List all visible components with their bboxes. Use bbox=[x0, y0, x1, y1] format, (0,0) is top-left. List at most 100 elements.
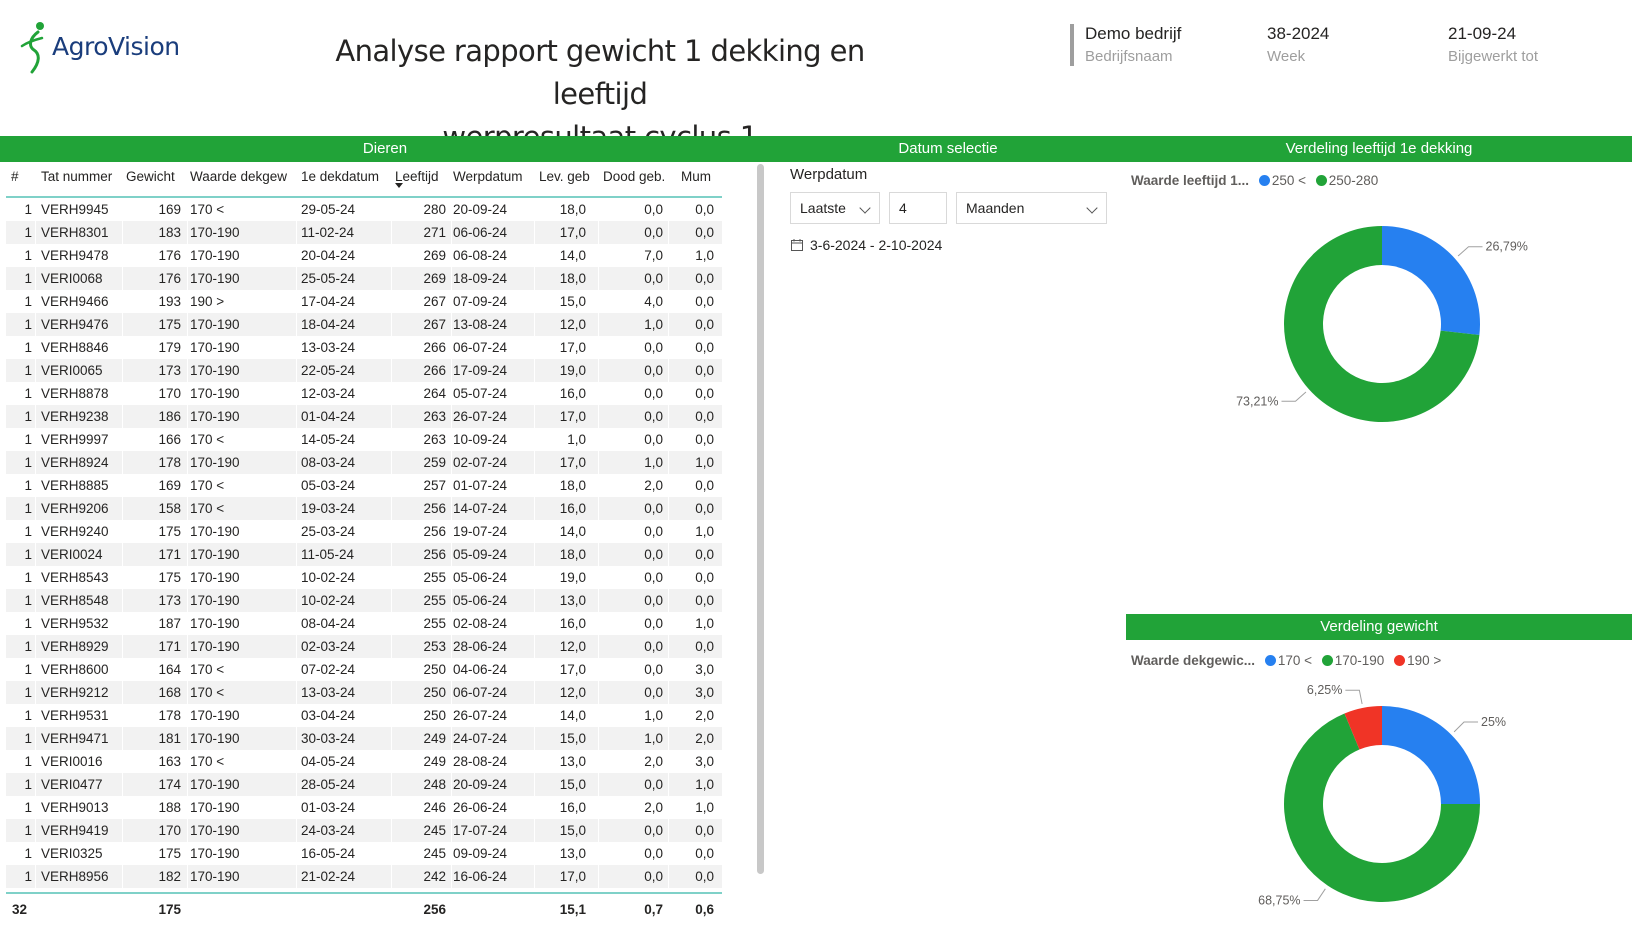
table-scrollbar[interactable] bbox=[757, 164, 764, 874]
column-separator bbox=[534, 704, 535, 727]
table-row[interactable]: 1 VERH9238 186 170-190 01-04-24 263 26-07-24 17… bbox=[6, 405, 722, 428]
table-row[interactable]: 1 VERI0477 174 170-190 28-05-24 248 20-09-24 15… bbox=[6, 773, 722, 796]
table-row[interactable]: 1 VERI0065 173 170-190 22-05-24 266 17-09-24 19… bbox=[6, 359, 722, 382]
period-amount-input[interactable]: 4 bbox=[889, 192, 947, 224]
col-header-nr[interactable]: # bbox=[11, 169, 19, 184]
cell-tatnummer: VERH9013 bbox=[41, 800, 109, 815]
cell-leeftijd: 250 bbox=[423, 708, 446, 723]
table-row[interactable]: 1 VERH9212 168 170 < 13-03-24 250 06-07-24 12,0… bbox=[6, 681, 722, 704]
table-row[interactable]: 1 VERH8956 182 170-190 21-02-24 242 16-06-24 17… bbox=[6, 865, 722, 888]
col-header-tatnummer[interactable]: Tat nummer bbox=[41, 169, 113, 184]
cell-gewicht: 179 bbox=[158, 340, 181, 355]
cell-waarde-dekgew: 170-190 bbox=[190, 869, 240, 884]
col-header-dekdatum[interactable]: 1e dekdatum bbox=[301, 169, 380, 184]
col-header-leeftijd[interactable]: Leeftijd bbox=[395, 169, 439, 184]
donut-slice[interactable] bbox=[1284, 226, 1480, 422]
table-row[interactable]: 1 VERH8543 175 170-190 10-02-24 255 05-06-24 19… bbox=[6, 566, 722, 589]
table-row[interactable]: 1 VERH9206 158 170 < 19-03-24 256 14-07-24 16,0… bbox=[6, 497, 722, 520]
cell-leeftijd: 242 bbox=[423, 869, 446, 884]
cell-lev-geb: 16,0 bbox=[559, 616, 586, 631]
column-separator bbox=[122, 198, 123, 221]
donut-slice[interactable] bbox=[1382, 226, 1480, 335]
cell-tatnummer: VERI0024 bbox=[41, 547, 103, 562]
table-row[interactable]: 1 VERH9945 169 170 < 29-05-24 280 20-09-24 18,0… bbox=[6, 198, 722, 221]
table-row[interactable]: 1 VERH9478 176 170-190 20-04-24 269 06-08-24 14… bbox=[6, 244, 722, 267]
table-row[interactable]: 1 VERH9997 166 170 < 14-05-24 263 10-09-24 1,0 0… bbox=[6, 428, 722, 451]
table-row[interactable]: 1 VERH9240 175 170-190 25-03-24 256 19-07-24 14… bbox=[6, 520, 722, 543]
cell-mum: 0,0 bbox=[695, 363, 714, 378]
col-header-dood-geb[interactable]: Dood geb. bbox=[603, 169, 666, 184]
table-row[interactable]: 1 VERH8548 173 170-190 10-02-24 255 05-06-24 13… bbox=[6, 589, 722, 612]
cell-mum: 0,0 bbox=[695, 846, 714, 861]
table-row[interactable]: 1 VERI0325 175 170-190 16-05-24 245 09-09-24 13… bbox=[6, 842, 722, 865]
column-separator bbox=[391, 681, 392, 704]
cell-waarde-dekgew: 170-190 bbox=[190, 524, 240, 539]
column-separator bbox=[534, 819, 535, 842]
cell-leeftijd: 246 bbox=[423, 800, 446, 815]
total-count: 32 bbox=[12, 902, 28, 917]
cell-leeftijd: 256 bbox=[423, 547, 446, 562]
sort-desc-icon[interactable] bbox=[395, 183, 403, 188]
col-header-mum[interactable]: Mum bbox=[681, 169, 711, 184]
table-row[interactable]: 1 VERH9471 181 170-190 30-03-24 249 24-07-24 15… bbox=[6, 727, 722, 750]
col-header-werpdatum[interactable]: Werpdatum bbox=[453, 169, 523, 184]
cell-dood-geb: 0,0 bbox=[644, 202, 663, 217]
table-row[interactable]: 1 VERH8846 179 170-190 13-03-24 266 06-07-24 17… bbox=[6, 336, 722, 359]
cell-waarde-dekgew: 170-190 bbox=[190, 616, 240, 631]
col-header-gewicht[interactable]: Gewicht bbox=[126, 169, 175, 184]
column-separator bbox=[122, 405, 123, 428]
column-separator bbox=[598, 773, 599, 796]
column-separator bbox=[668, 451, 669, 474]
table-row[interactable]: 1 VERH8600 164 170 < 07-02-24 250 04-06-24 17,0… bbox=[6, 658, 722, 681]
column-separator bbox=[451, 704, 452, 727]
column-separator bbox=[391, 336, 392, 359]
column-separator bbox=[187, 543, 188, 566]
table-row[interactable]: 1 VERH9476 175 170-190 18-04-24 267 13-08-24 12… bbox=[6, 313, 722, 336]
col-header-lev-geb[interactable]: Lev. geb bbox=[539, 169, 590, 184]
cell-nr: 1 bbox=[24, 570, 32, 585]
table-row[interactable]: 1 VERH9532 187 170-190 08-04-24 255 02-08-24 16… bbox=[6, 612, 722, 635]
period-unit-dropdown[interactable]: Maanden bbox=[956, 192, 1107, 224]
column-separator bbox=[296, 520, 297, 543]
column-separator bbox=[534, 313, 535, 336]
section-header-leeftijd: Verdeling leeftijd 1e dekking bbox=[1126, 136, 1632, 162]
cell-dood-geb: 7,0 bbox=[644, 248, 663, 263]
column-separator bbox=[35, 819, 36, 842]
cell-gewicht: 187 bbox=[158, 616, 181, 631]
cell-dekdatum: 30-03-24 bbox=[301, 731, 356, 746]
cell-nr: 1 bbox=[24, 846, 32, 861]
relative-mode-dropdown[interactable]: Laatste bbox=[790, 192, 880, 224]
kpi-company: Demo bedrijf Bedrijfsnaam bbox=[1085, 24, 1181, 65]
table-row[interactable]: 1 VERH8929 171 170-190 02-03-24 253 28-06-24 12… bbox=[6, 635, 722, 658]
column-separator bbox=[296, 290, 297, 313]
column-separator bbox=[296, 543, 297, 566]
cell-dood-geb: 1,0 bbox=[644, 708, 663, 723]
cell-dood-geb: 0,0 bbox=[644, 846, 663, 861]
donut-slice[interactable] bbox=[1344, 706, 1382, 750]
table-row[interactable]: 1 VERH9419 170 170-190 24-03-24 245 17-07-24 15… bbox=[6, 819, 722, 842]
table-row[interactable]: 1 VERH9531 178 170-190 03-04-24 250 26-07-24 14… bbox=[6, 704, 722, 727]
donut-slice[interactable] bbox=[1284, 713, 1480, 902]
col-header-waarde-dekgew[interactable]: Waarde dekgew bbox=[190, 169, 288, 184]
table-row[interactable]: 1 VERI0068 176 170-190 25-05-24 269 18-09-24 18… bbox=[6, 267, 722, 290]
table-row[interactable]: 1 VERH8924 178 170-190 08-03-24 259 02-07-24 17… bbox=[6, 451, 722, 474]
donut-data-label: 68,75% bbox=[1258, 893, 1300, 907]
cell-waarde-dekgew: 170-190 bbox=[190, 409, 240, 424]
table-row[interactable]: 1 VERH8878 170 170-190 12-03-24 264 05-07-24 16… bbox=[6, 382, 722, 405]
cell-leeftijd: 257 bbox=[423, 478, 446, 493]
table-row[interactable]: 1 VERI0024 171 170-190 11-05-24 256 05-09-24 18… bbox=[6, 543, 722, 566]
table-row[interactable]: 1 VERI0016 163 170 < 04-05-24 249 28-08-24 13,0… bbox=[6, 750, 722, 773]
cell-tatnummer: VERH8600 bbox=[41, 662, 109, 677]
legend-dot bbox=[1394, 655, 1406, 666]
table-row[interactable]: 1 VERH8301 183 170-190 11-02-24 271 06-06-24 17… bbox=[6, 221, 722, 244]
donut-slice[interactable] bbox=[1382, 706, 1480, 804]
table-row[interactable]: 1 VERH9466 193 190 > 17-04-24 267 07-09-24 15,0… bbox=[6, 290, 722, 313]
cell-tatnummer: VERH9531 bbox=[41, 708, 109, 723]
table-row[interactable]: 1 VERH8885 169 170 < 05-03-24 257 01-07-24 18,0… bbox=[6, 474, 722, 497]
column-separator bbox=[35, 405, 36, 428]
column-separator bbox=[598, 382, 599, 405]
cell-dekdatum: 25-03-24 bbox=[301, 524, 356, 539]
column-separator bbox=[668, 520, 669, 543]
cell-lev-geb: 12,0 bbox=[559, 317, 586, 332]
table-row[interactable]: 1 VERH9013 188 170-190 01-03-24 246 26-06-24 16… bbox=[6, 796, 722, 819]
